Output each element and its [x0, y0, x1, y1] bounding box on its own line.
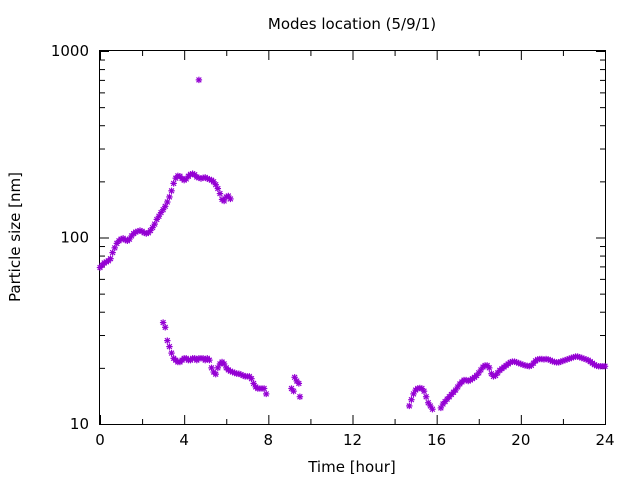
data-point: [195, 76, 203, 84]
y-tick-label: 10: [70, 415, 89, 433]
data-point: [227, 195, 234, 203]
data-point: [155, 213, 163, 220]
axis-ticks: [100, 51, 606, 425]
x-axis-label: Time [hour]: [307, 458, 396, 476]
data-point: [295, 380, 303, 387]
data-point: [290, 387, 297, 395]
y-tick-label: 1000: [51, 42, 89, 60]
x-tick-label: 4: [179, 431, 189, 449]
data-point: [429, 406, 436, 413]
data-point: [206, 356, 213, 364]
data-point: [486, 364, 493, 372]
chart-title: Modes location (5/9/1): [268, 15, 436, 33]
x-tick-label: 24: [595, 431, 614, 449]
data-point: [406, 402, 413, 410]
x-tick-label: 8: [264, 431, 274, 449]
data-point: [168, 187, 175, 194]
data-point: [166, 193, 173, 201]
data-point: [168, 349, 175, 357]
data-points: [96, 76, 609, 413]
data-point: [601, 363, 609, 370]
data-point: [408, 396, 415, 403]
y-axis-label: Particle size [nm]: [6, 172, 24, 302]
data-point: [214, 185, 222, 192]
data-point: [170, 180, 177, 187]
plot-frame: [99, 50, 606, 425]
data-point: [162, 324, 169, 331]
data-point: [216, 190, 224, 197]
data-point: [212, 370, 219, 378]
data-point: [164, 337, 171, 344]
data-point: [164, 198, 171, 206]
axis-tick-labels: 0 4 8 12 16 20 24 10 100 1000: [51, 42, 615, 449]
data-point: [166, 343, 173, 350]
data-point: [422, 393, 430, 400]
data-point: [427, 402, 434, 410]
data-point: [296, 393, 304, 400]
x-tick-label: 0: [95, 431, 105, 449]
x-tick-label: 16: [427, 431, 446, 449]
x-tick-label: 20: [511, 431, 530, 449]
data-point: [420, 387, 428, 395]
data-point: [208, 364, 215, 372]
x-tick-label: 12: [343, 431, 362, 449]
y-tick-label: 100: [60, 229, 89, 247]
data-point: [260, 385, 268, 392]
data-point: [107, 255, 114, 262]
data-point: [263, 390, 270, 398]
